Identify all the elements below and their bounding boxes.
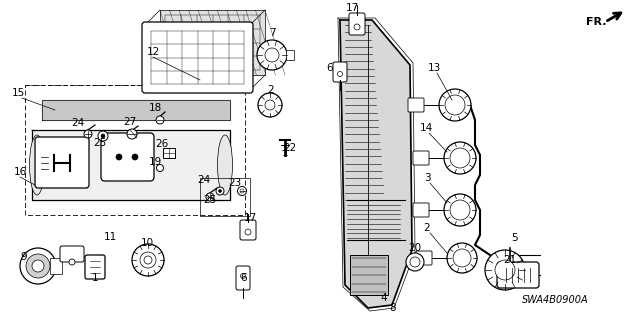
- Text: 2: 2: [268, 85, 275, 95]
- FancyBboxPatch shape: [240, 220, 256, 240]
- Bar: [286, 50, 294, 60]
- Circle shape: [157, 165, 163, 172]
- Circle shape: [127, 129, 137, 139]
- Circle shape: [116, 154, 122, 160]
- Circle shape: [406, 253, 424, 271]
- Text: SWA4B0900A: SWA4B0900A: [522, 295, 588, 305]
- Circle shape: [444, 142, 476, 174]
- Circle shape: [101, 134, 105, 138]
- Text: 2: 2: [424, 223, 430, 233]
- Circle shape: [156, 116, 164, 124]
- Text: 10: 10: [140, 238, 154, 248]
- FancyBboxPatch shape: [101, 133, 154, 181]
- Text: 25: 25: [93, 138, 107, 148]
- Circle shape: [439, 89, 471, 121]
- Text: 21: 21: [504, 255, 516, 265]
- Circle shape: [265, 100, 275, 110]
- Text: 8: 8: [390, 303, 396, 313]
- FancyBboxPatch shape: [85, 255, 105, 279]
- FancyBboxPatch shape: [142, 22, 253, 93]
- Text: FR.: FR.: [586, 17, 606, 27]
- Circle shape: [265, 48, 279, 62]
- Circle shape: [216, 187, 224, 195]
- Text: 16: 16: [13, 167, 27, 177]
- Circle shape: [257, 40, 287, 70]
- Bar: [50, 258, 62, 274]
- Text: 27: 27: [124, 117, 136, 127]
- FancyBboxPatch shape: [413, 203, 429, 217]
- FancyBboxPatch shape: [413, 151, 429, 165]
- Text: 22: 22: [284, 143, 296, 153]
- Text: 26: 26: [156, 139, 168, 149]
- Text: 6: 6: [241, 273, 247, 283]
- FancyBboxPatch shape: [60, 246, 84, 262]
- Text: 3: 3: [424, 173, 430, 183]
- Bar: [160, 10, 265, 75]
- Circle shape: [84, 130, 92, 138]
- Text: 14: 14: [419, 123, 433, 133]
- Bar: [200, 178, 250, 216]
- FancyBboxPatch shape: [236, 266, 250, 290]
- Text: 6: 6: [326, 63, 333, 73]
- Polygon shape: [32, 130, 230, 200]
- Ellipse shape: [218, 135, 232, 195]
- FancyBboxPatch shape: [35, 137, 89, 188]
- Circle shape: [337, 71, 342, 77]
- Circle shape: [447, 243, 477, 273]
- FancyBboxPatch shape: [416, 251, 432, 265]
- Bar: [350, 255, 388, 295]
- Circle shape: [444, 194, 476, 226]
- Circle shape: [495, 260, 515, 280]
- Polygon shape: [340, 20, 412, 308]
- Circle shape: [218, 189, 221, 192]
- Circle shape: [450, 148, 470, 168]
- FancyBboxPatch shape: [408, 98, 424, 112]
- Circle shape: [26, 254, 50, 278]
- Circle shape: [453, 249, 471, 267]
- Circle shape: [132, 244, 164, 276]
- FancyBboxPatch shape: [333, 62, 347, 82]
- Text: 4: 4: [381, 293, 387, 303]
- Text: 7: 7: [269, 28, 275, 38]
- Text: 25: 25: [204, 195, 216, 205]
- Text: 5: 5: [511, 233, 517, 243]
- Circle shape: [410, 257, 420, 267]
- Text: 9: 9: [20, 252, 28, 262]
- Circle shape: [132, 154, 138, 160]
- Polygon shape: [42, 100, 230, 120]
- Text: 19: 19: [148, 157, 162, 167]
- Text: 17: 17: [243, 213, 257, 223]
- Circle shape: [241, 273, 246, 278]
- Circle shape: [445, 95, 465, 115]
- Circle shape: [237, 187, 246, 196]
- Circle shape: [354, 24, 360, 30]
- Text: 13: 13: [428, 63, 440, 73]
- Circle shape: [20, 248, 56, 284]
- Text: 24: 24: [197, 175, 211, 185]
- Circle shape: [140, 252, 156, 268]
- Circle shape: [32, 260, 44, 272]
- Ellipse shape: [29, 135, 45, 195]
- FancyBboxPatch shape: [349, 13, 365, 35]
- Circle shape: [98, 131, 108, 141]
- Circle shape: [240, 189, 244, 193]
- Text: 1: 1: [92, 273, 99, 283]
- Text: 11: 11: [104, 232, 116, 242]
- Circle shape: [258, 93, 282, 117]
- Circle shape: [69, 259, 75, 265]
- Text: 20: 20: [408, 243, 422, 253]
- Circle shape: [485, 250, 525, 290]
- Circle shape: [245, 229, 251, 235]
- Circle shape: [144, 256, 152, 264]
- Text: 18: 18: [148, 103, 162, 113]
- Text: 23: 23: [228, 178, 242, 188]
- Text: 24: 24: [72, 118, 84, 128]
- Text: 15: 15: [12, 88, 24, 98]
- Circle shape: [206, 193, 214, 201]
- Bar: [163, 148, 175, 158]
- FancyBboxPatch shape: [497, 262, 539, 288]
- Text: 17: 17: [346, 3, 358, 13]
- Text: 12: 12: [147, 47, 159, 57]
- Circle shape: [450, 200, 470, 220]
